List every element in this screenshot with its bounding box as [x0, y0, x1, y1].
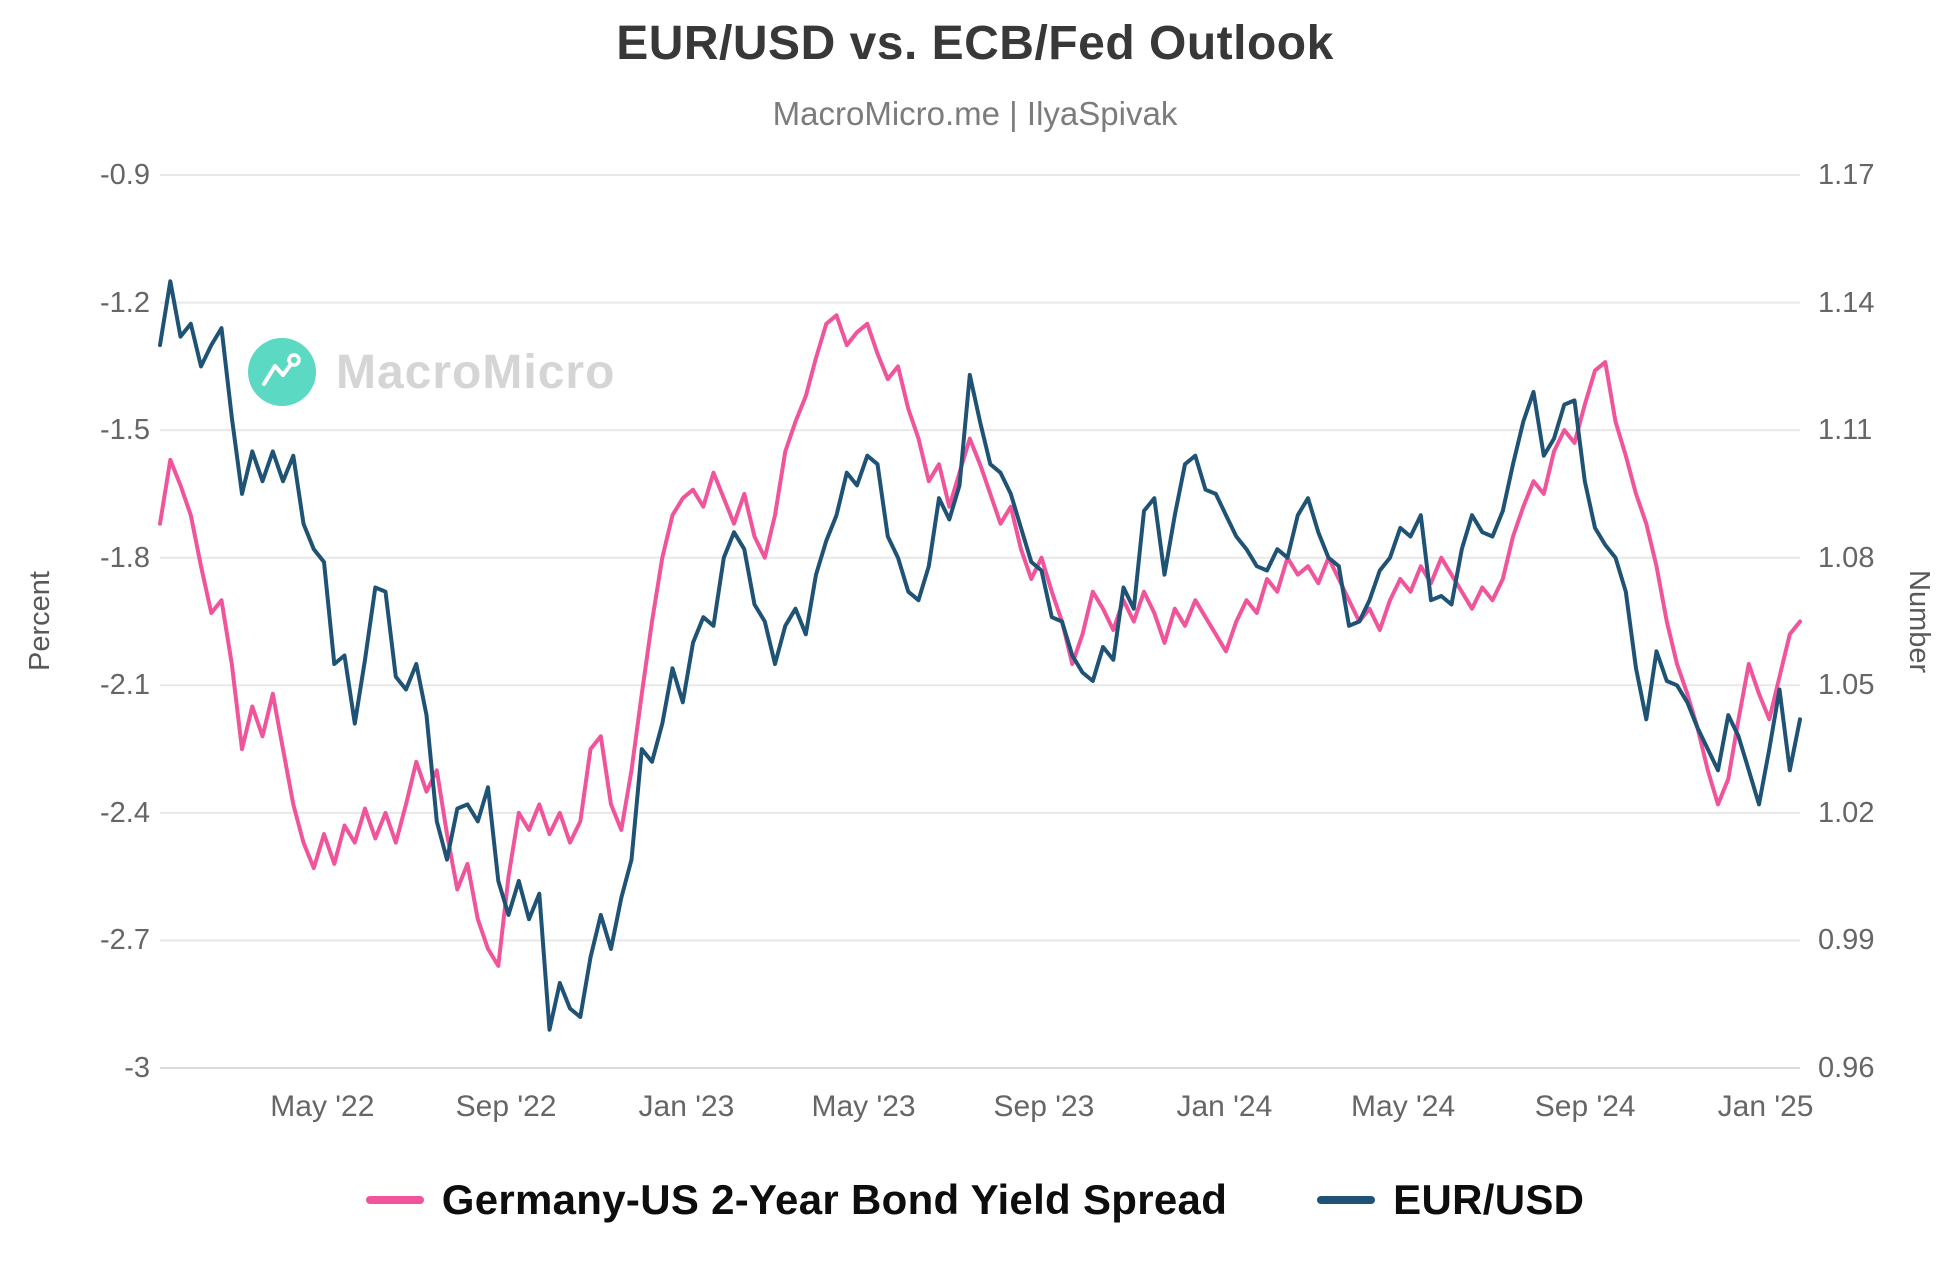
logo-chartline-icon	[262, 353, 301, 386]
y-tick-left: -0.9	[100, 159, 150, 191]
left-axis-title: Percent	[24, 571, 56, 672]
x-tick: Jan '24	[1176, 1090, 1273, 1123]
series-line-1	[158, 279, 1802, 1032]
x-tick: Sep '24	[1534, 1090, 1636, 1123]
y-tick-left: -2.7	[100, 924, 150, 957]
y-tick-left: -1.2	[100, 286, 150, 319]
y-tick-right: 1.11	[1818, 414, 1873, 447]
x-tick: Sep '22	[455, 1090, 557, 1123]
watermark-text: MacroMicro	[336, 345, 616, 399]
x-tick: May '22	[270, 1090, 375, 1123]
legend: Germany-US 2-Year Bond Yield Spread EUR/…	[0, 1176, 1950, 1224]
y-tick-right: 1.17	[1818, 159, 1875, 191]
x-tick: May '23	[811, 1090, 916, 1123]
legend-label-spread: Germany-US 2-Year Bond Yield Spread	[441, 1176, 1228, 1223]
chart-subtitle: MacroMicro.me | IlyaSpivak	[772, 95, 1178, 132]
y-tick-right: 1.05	[1818, 669, 1875, 702]
y-tick-left: -3	[124, 1052, 150, 1084]
legend-item-spread[interactable]: Germany-US 2-Year Bond Yield Spread	[365, 1176, 1228, 1224]
legend-swatch-spread	[365, 1196, 424, 1204]
x-tick: Jan '25	[1717, 1090, 1814, 1123]
legend-item-eurusd[interactable]: EUR/USD	[1317, 1176, 1584, 1224]
x-tick: May '24	[1351, 1090, 1456, 1123]
macromicro-logo-icon	[248, 338, 316, 406]
y-tick-right: 1.14	[1818, 286, 1875, 319]
y-tick-left: -1.5	[100, 414, 150, 447]
legend-swatch-eurusd	[1317, 1196, 1376, 1204]
chart-title: EUR/USD vs. ECB/Fed Outlook	[616, 17, 1334, 70]
y-tick-right: 0.99	[1818, 924, 1875, 957]
y-tick-right: 1.02	[1818, 796, 1875, 829]
watermark: MacroMicro	[248, 338, 615, 406]
y-tick-left: -2.1	[100, 669, 150, 702]
x-tick: Jan '23	[638, 1090, 735, 1123]
y-tick-right: 0.96	[1818, 1052, 1875, 1084]
legend-label-eurusd: EUR/USD	[1393, 1176, 1585, 1223]
right-axis-title: Number	[1903, 569, 1935, 674]
y-tick-left: -1.8	[100, 541, 150, 574]
y-tick-right: 1.08	[1818, 541, 1875, 574]
x-tick: Sep '23	[993, 1090, 1095, 1123]
y-tick-left: -2.4	[100, 796, 150, 829]
